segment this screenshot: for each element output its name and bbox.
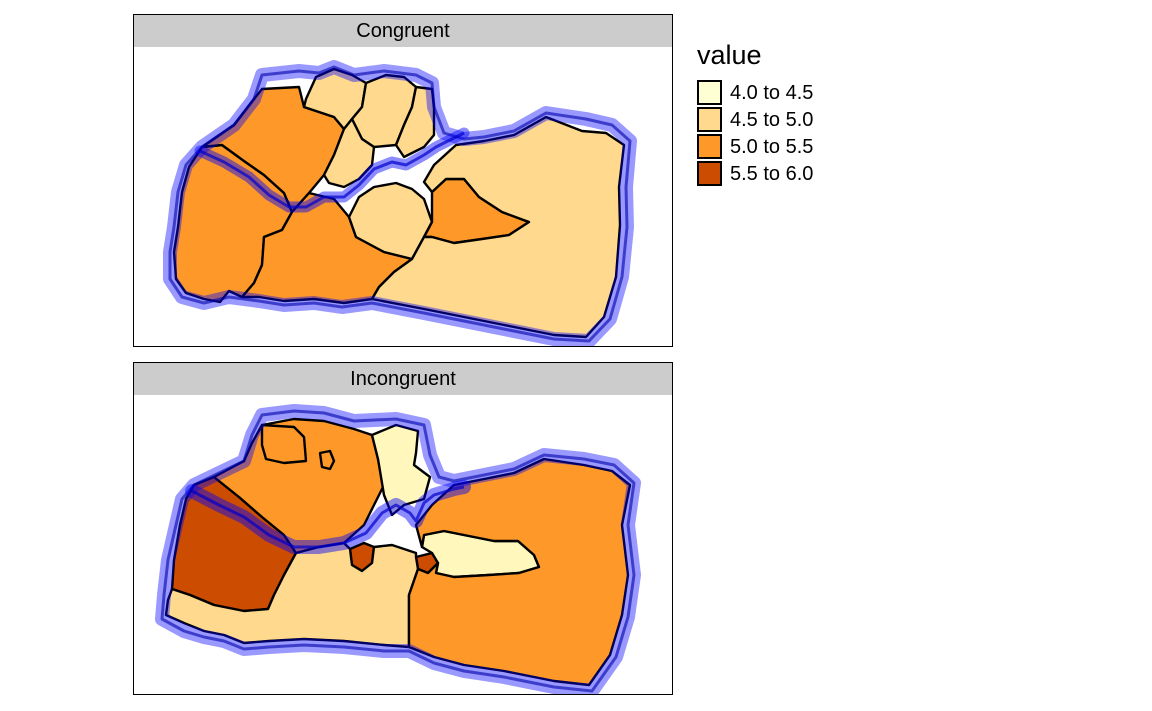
map-legend: value 4.0 to 4.5 4.5 to 5.0 5.0 to 5.5 5… [697, 40, 813, 188]
legend-label: 4.5 to 5.0 [730, 109, 814, 131]
legend-title: value [697, 40, 762, 70]
region-north-c [322, 117, 376, 189]
blue-line-core [199, 131, 465, 209]
legend-label: 5.5 to 6.0 [730, 163, 814, 185]
legend-item: 4.0 to 4.5 [697, 80, 813, 107]
region-east-large [407, 457, 632, 687]
legend-label: 5.0 to 5.5 [730, 136, 814, 158]
legend-swatch [697, 80, 722, 105]
study-area-border [160, 409, 636, 693]
region-center-a [347, 181, 434, 261]
study-area-border [168, 65, 632, 343]
legend-swatch [697, 161, 722, 186]
region-north-light [370, 423, 432, 517]
incongruent-map [155, 404, 641, 694]
region-north-cut-a [260, 423, 308, 465]
legend-swatch [697, 107, 722, 132]
region-south [164, 541, 420, 649]
map-area [133, 47, 673, 347]
region-north-cut-b [318, 449, 336, 471]
region-east-large [370, 115, 626, 339]
legend-item: 4.5 to 5.0 [697, 107, 813, 134]
legend-swatch [697, 134, 722, 159]
blue-line-core [191, 485, 465, 549]
congruent-map [163, 60, 637, 346]
legend-label: 4.0 to 4.5 [730, 82, 814, 104]
facet-title: Incongruent [133, 362, 673, 396]
map-area [133, 395, 673, 695]
legend-item: 5.0 to 5.5 [697, 134, 813, 161]
facet-title: Congruent [133, 14, 673, 48]
legend-item: 5.5 to 6.0 [697, 161, 813, 188]
